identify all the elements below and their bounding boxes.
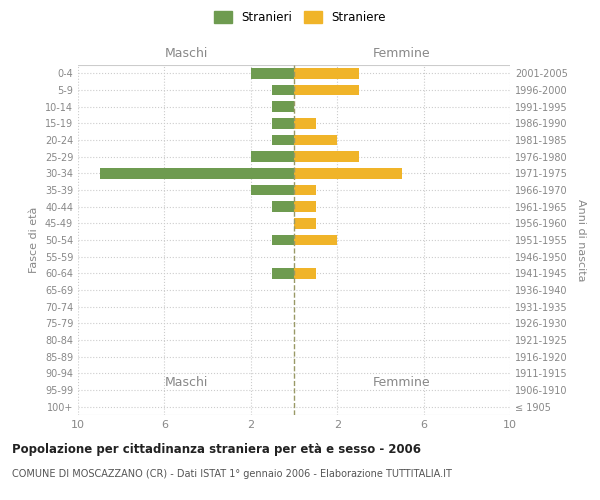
Bar bbox=[294, 218, 316, 229]
Y-axis label: Fasce di età: Fasce di età bbox=[29, 207, 39, 273]
Bar bbox=[294, 134, 337, 145]
Bar bbox=[294, 268, 316, 279]
Bar bbox=[272, 268, 294, 279]
Y-axis label: Anni di nascita: Anni di nascita bbox=[576, 198, 586, 281]
Bar bbox=[272, 134, 294, 145]
Text: Femmine: Femmine bbox=[373, 47, 431, 60]
Text: Femmine: Femmine bbox=[373, 376, 431, 390]
Bar bbox=[251, 68, 294, 78]
Bar bbox=[294, 168, 402, 179]
Bar bbox=[251, 184, 294, 196]
Bar bbox=[294, 234, 337, 246]
Bar bbox=[294, 68, 359, 78]
Text: Popolazione per cittadinanza straniera per età e sesso - 2006: Popolazione per cittadinanza straniera p… bbox=[12, 442, 421, 456]
Bar bbox=[272, 84, 294, 96]
Bar bbox=[294, 151, 359, 162]
Bar bbox=[251, 151, 294, 162]
Bar bbox=[294, 84, 359, 96]
Bar bbox=[272, 101, 294, 112]
Bar bbox=[100, 168, 294, 179]
Legend: Stranieri, Straniere: Stranieri, Straniere bbox=[214, 11, 386, 24]
Text: Maschi: Maschi bbox=[164, 47, 208, 60]
Bar bbox=[294, 201, 316, 212]
Bar bbox=[272, 118, 294, 128]
Bar bbox=[294, 184, 316, 196]
Text: COMUNE DI MOSCAZZANO (CR) - Dati ISTAT 1° gennaio 2006 - Elaborazione TUTTITALIA: COMUNE DI MOSCAZZANO (CR) - Dati ISTAT 1… bbox=[12, 469, 452, 479]
Bar bbox=[272, 234, 294, 246]
Bar bbox=[294, 118, 316, 128]
Bar bbox=[272, 201, 294, 212]
Text: Maschi: Maschi bbox=[164, 376, 208, 390]
